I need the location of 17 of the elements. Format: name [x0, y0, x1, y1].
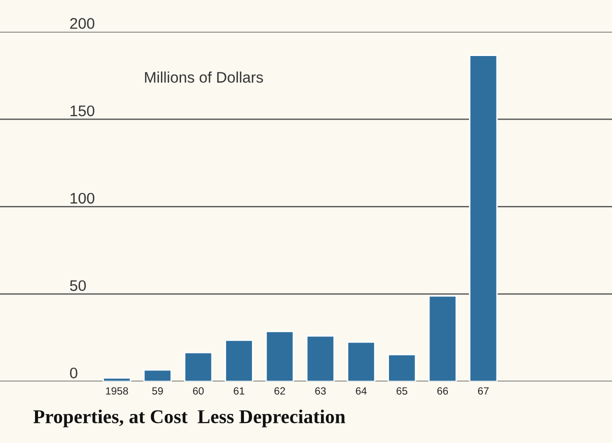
x-tick-label: 66 [437, 387, 448, 395]
x-tick-label: 63 [315, 387, 326, 395]
x-tick-label: 59 [152, 387, 163, 395]
y-tick-label: 200 [70, 18, 94, 29]
y-tick-label: 50 [70, 280, 86, 292]
x-tick-label: 1958 [106, 387, 128, 395]
text: Properties, at Cost Less Depreciation [33, 410, 346, 428]
annotation: Millions of Dollars [145, 72, 263, 83]
x-tick-label: 67 [478, 387, 489, 395]
y-tick-label: 100 [70, 192, 94, 204]
x-tick-label: 61 [234, 387, 244, 395]
x-tick-label: 64 [356, 387, 367, 395]
x-tick-label: 65 [396, 387, 408, 395]
x-tick-label: 62 [274, 387, 286, 395]
y-tick-label: 150 [70, 105, 94, 116]
y-tick-label: 0 [70, 368, 78, 378]
x-tick-label: 60 [193, 387, 204, 395]
